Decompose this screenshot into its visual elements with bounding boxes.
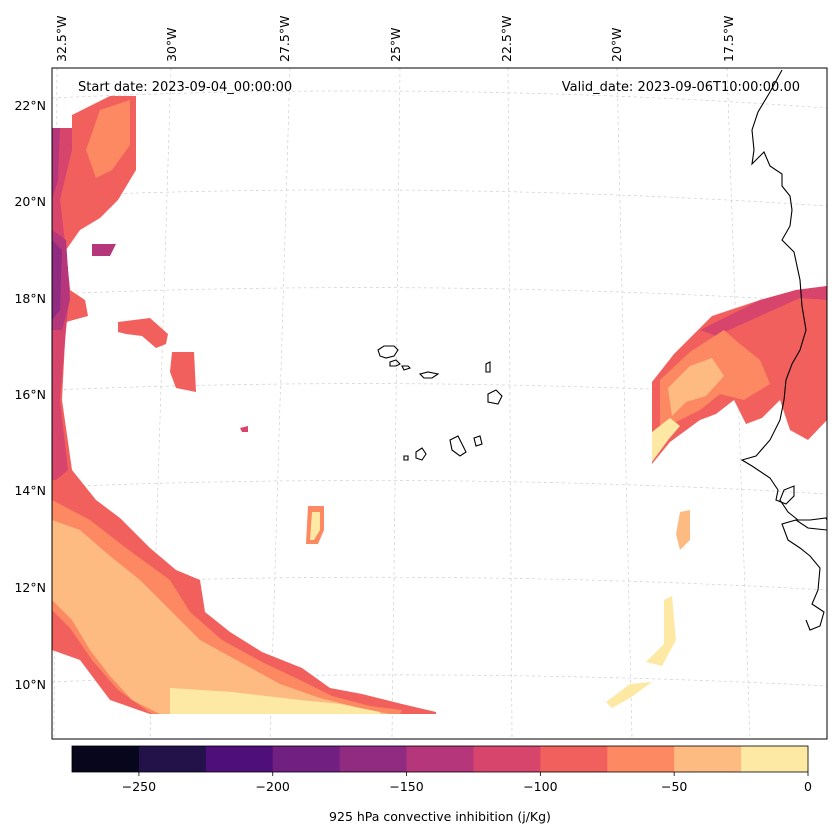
cin-band-east-25	[652, 418, 680, 462]
map-frame	[51, 67, 828, 740]
cin-patch-north	[118, 318, 168, 348]
island-sao-nicolau	[418, 371, 440, 379]
africa-coastline	[740, 69, 828, 631]
lon-label: 30°W	[164, 27, 179, 62]
start-date-label: Start date: 2023-09-04_00:00:00	[78, 80, 292, 95]
lon-label: 22.5°W	[499, 16, 514, 62]
cin-band-25	[170, 688, 380, 714]
colorbar-frame	[71, 745, 809, 773]
colorbar-swatch	[674, 746, 742, 772]
map-area	[51, 67, 828, 740]
cin-band-75	[86, 100, 130, 178]
island-santiago	[449, 435, 467, 457]
colorbar-swatch	[138, 746, 207, 772]
cin-field-east	[606, 286, 827, 708]
island-fogo	[415, 447, 427, 461]
valid-date-label: Valid_date: 2023-09-06T10:00:00.00	[562, 80, 800, 95]
lat-label: 12°N	[14, 580, 46, 595]
cin-band-100	[52, 96, 436, 714]
cin-band-150	[52, 128, 60, 200]
cin-patch-east-s	[676, 510, 690, 550]
cin-patch-east-s2	[646, 596, 676, 666]
cin-band-175	[52, 240, 62, 320]
colorbar-tick-label: −200	[256, 779, 290, 794]
cin-patch-mid-in	[310, 512, 320, 540]
colorbar-swatch	[339, 746, 408, 772]
colorbar: −250 −200 −150 −100 −50 0 925 hPa convective …	[71, 745, 812, 824]
lon-label: 27.5°W	[277, 16, 292, 62]
colorbar-swatch	[205, 746, 274, 772]
colorbar-swatch	[540, 746, 608, 772]
island-brava	[403, 455, 409, 461]
lat-label: 10°N	[14, 677, 46, 692]
colorbar-tick-label: −50	[661, 779, 687, 794]
colorbar-tick-label: 0	[804, 779, 812, 794]
lat-label: 18°N	[14, 291, 46, 306]
longitude-labels: 32.5°W 30°W 27.5°W 25°W 22.5°W 20°W 17.5…	[54, 16, 736, 62]
cin-band-east-125	[700, 286, 827, 336]
coastlines	[377, 69, 828, 631]
colorbar-swatch	[473, 746, 541, 772]
lon-label: 17.5°W	[721, 16, 736, 62]
colorbar-tick-label: −250	[122, 779, 156, 794]
colorbar-swatch	[741, 746, 809, 772]
lat-label: 20°N	[14, 194, 46, 209]
island-sao-vicente	[389, 359, 401, 367]
lon-label: 32.5°W	[54, 16, 69, 62]
cin-band-50	[52, 520, 390, 714]
lon-label: 20°W	[609, 27, 624, 62]
cin-band-east-50	[668, 358, 724, 416]
colorbar-tick-label: −100	[523, 779, 557, 794]
lat-label: 16°N	[14, 387, 46, 402]
cin-field-west	[52, 96, 436, 714]
cin-patch-east-s3	[606, 682, 652, 708]
colorbar-swatch	[406, 746, 474, 772]
colorbar-swatch	[607, 746, 675, 772]
island-santa-luzia	[401, 365, 412, 371]
latitude-labels: 22°N 20°N 18°N 16°N 14°N 12°N 10°N	[14, 98, 46, 692]
colorbar-swatch	[272, 746, 341, 772]
colorbar-tick-label: −150	[389, 779, 423, 794]
cin-patch-north2	[170, 352, 196, 392]
lat-label: 22°N	[14, 98, 46, 113]
island-santo-antao	[377, 345, 399, 359]
cin-patch-small	[92, 244, 116, 256]
island-sal	[485, 361, 491, 373]
lon-label: 25°W	[388, 27, 403, 62]
cin-patch-dot	[240, 426, 248, 432]
lat-label: 14°N	[14, 483, 46, 498]
island-maio	[473, 435, 483, 447]
colorbar-swatch	[72, 746, 140, 772]
island-boa-vista	[487, 389, 503, 405]
colorbar-label: 925 hPa convective inhibition (j/Kg)	[329, 809, 551, 824]
